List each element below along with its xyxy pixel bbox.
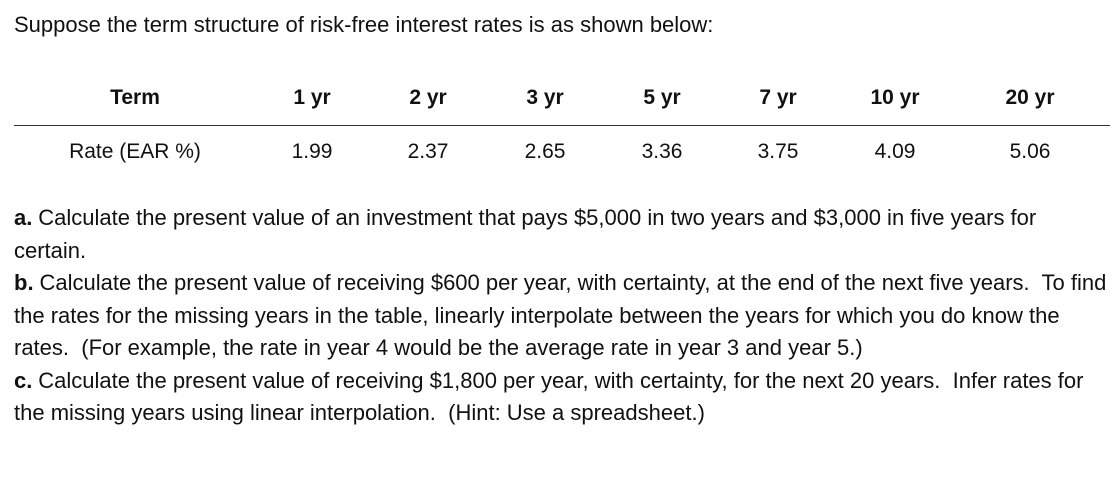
- question-label: a.: [14, 205, 33, 230]
- table-rule: [14, 125, 1110, 126]
- header-cell: 5 yr: [643, 86, 681, 109]
- questions: a. Calculate the present value of an inve…: [14, 202, 1114, 430]
- intro: Suppose the term structure of risk-free …: [14, 12, 714, 37]
- question: c. Calculate the present value of receivi…: [14, 365, 1114, 430]
- question-label: b.: [14, 270, 34, 295]
- table-cell: 3.36: [641, 140, 683, 163]
- table-cell: 5.06: [1009, 140, 1051, 163]
- question-text: Calculate the present value of receiving…: [14, 270, 1113, 360]
- table-cell: 4.09: [874, 140, 916, 163]
- question: a. Calculate the present value of an inve…: [14, 202, 1114, 267]
- question-text: Calculate the present value of an invest…: [14, 205, 1043, 263]
- header-cell: 10 yr: [870, 86, 920, 109]
- header-cell: 2 yr: [409, 86, 447, 109]
- question-text: Calculate the present value of receiving…: [14, 367, 1090, 426]
- header-cell: 1 yr: [293, 86, 331, 109]
- table-cell: 1.99: [291, 140, 333, 163]
- header-cell: 20 yr: [1005, 86, 1055, 109]
- question-label: c.: [14, 367, 33, 393]
- header-cell: Term: [110, 86, 160, 109]
- table-cell: Rate (EAR %): [69, 140, 201, 163]
- question: b. Calculate the present value of receivi…: [14, 267, 1114, 365]
- table-cell: 3.75: [757, 140, 799, 163]
- table-cell: 2.65: [524, 140, 566, 163]
- header-cell: 3 yr: [526, 86, 564, 109]
- header-cell: 7 yr: [759, 86, 797, 109]
- table-cell: 2.37: [407, 140, 449, 163]
